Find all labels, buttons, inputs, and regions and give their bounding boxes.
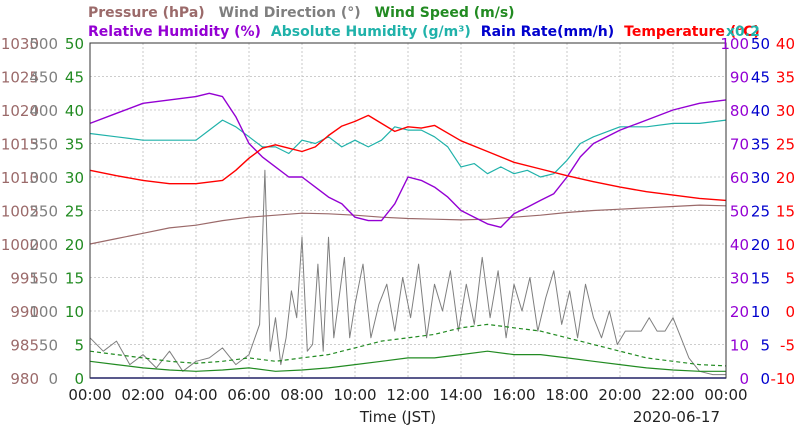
y-tick-wind-speed: 20 — [65, 236, 84, 254]
y-tick-wind-speed: 40 — [65, 102, 84, 120]
y-tick-wind-speed: 0 — [74, 370, 84, 388]
x-tick-label: 16:00 — [492, 386, 535, 404]
y-tick-relative-humidity: 60 — [730, 169, 749, 187]
x-tick-label: 18:00 — [545, 386, 588, 404]
y-tick-wind-direction: 450 — [29, 69, 58, 87]
x-tick-label: 08:00 — [280, 386, 323, 404]
y-tick-temperature: 40 — [776, 35, 795, 53]
y-tick-wind-direction: 500 — [29, 35, 58, 53]
y-tick-rain-rate: 40 — [751, 102, 770, 120]
y-tick-relative-humidity: 40 — [730, 236, 749, 254]
y-tick-relative-humidity: 90 — [730, 69, 749, 87]
y-tick-pressure: 1030 — [1, 35, 39, 53]
x-tick-label: 12:00 — [386, 386, 429, 404]
y-tick-relative-humidity: 20 — [730, 303, 749, 321]
axis-labels: 1030102510201015101010051000995990985980… — [1, 35, 795, 404]
y-tick-temperature: -10 — [771, 370, 796, 388]
y-tick-temperature: 10 — [776, 236, 795, 254]
y-tick-relative-humidity: 80 — [730, 102, 749, 120]
legend-temperature: Temperature (°C) — [624, 24, 760, 40]
legend: Pressure (hPa) Wind Direction (°) Wind Spe… — [88, 5, 760, 40]
legend-pressure: Pressure (hPa) — [88, 5, 205, 21]
y-tick-pressure: 1010 — [1, 169, 39, 187]
plot-frame — [89, 42, 727, 379]
relative-humidity-line — [89, 92, 727, 229]
y-tick-pressure: 1020 — [1, 102, 39, 120]
y-tick-wind-direction: 350 — [29, 136, 58, 154]
pressure-line — [89, 204, 727, 245]
x-tick-label: 22:00 — [651, 386, 694, 404]
y-tick-pressure: 1000 — [1, 236, 39, 254]
y-tick-wind-direction: 100 — [29, 303, 58, 321]
y-tick-rain-rate: 0 — [760, 370, 770, 388]
y-tick-temperature: 25 — [776, 136, 795, 154]
y-tick-relative-humidity: 50 — [730, 203, 749, 221]
x-tick-label: 20:00 — [598, 386, 641, 404]
y-tick-wind-direction: 0 — [48, 370, 58, 388]
y-tick-wind-direction: 250 — [29, 203, 58, 221]
y-tick-temperature: 20 — [776, 169, 795, 187]
y-tick-pressure: 1015 — [1, 136, 39, 154]
y-tick-temperature: -5 — [780, 337, 795, 355]
y-tick-temperature: 5 — [785, 270, 795, 288]
x-axis-label: Time (JST) — [359, 408, 436, 426]
y-tick-pressure: 985 — [10, 337, 39, 355]
y-tick-wind-speed: 10 — [65, 303, 84, 321]
y-tick-wind-speed: 50 — [65, 35, 84, 53]
y-tick-rain-rate: 20 — [751, 236, 770, 254]
y-tick-rain-rate: 35 — [751, 136, 770, 154]
y-tick-wind-speed: 25 — [65, 203, 84, 221]
legend-wind-direction: Wind Direction (°) — [219, 5, 361, 21]
y-tick-rain-rate: 15 — [751, 270, 770, 288]
y-tick-wind-direction: 150 — [29, 270, 58, 288]
y-tick-wind-speed: 15 — [65, 270, 84, 288]
y-tick-rain-rate: 30 — [751, 169, 770, 187]
y-tick-rain-rate: 10 — [751, 303, 770, 321]
y-tick-pressure: 1005 — [1, 203, 39, 221]
y-tick-relative-humidity: 0 — [739, 370, 749, 388]
y-tick-wind-direction: 50 — [39, 337, 58, 355]
y-tick-wind-direction: 200 — [29, 236, 58, 254]
y-tick-wind-speed: 35 — [65, 136, 84, 154]
y-tick-pressure: 1025 — [1, 69, 39, 87]
x-tick-label: 02:00 — [121, 386, 164, 404]
legend-rain-rate: Rain Rate(mm/h) — [481, 24, 614, 40]
y-tick-temperature: 35 — [776, 69, 795, 87]
x-tick-label: 00:00 — [704, 386, 747, 404]
y-tick-wind-direction: 300 — [29, 169, 58, 187]
y-tick-relative-humidity: 100 — [720, 35, 749, 53]
y-tick-rain-rate: 5 — [760, 337, 770, 355]
x-tick-label: 10:00 — [333, 386, 376, 404]
legend-absolute-humidity: Absolute Humidity (g/m³) — [271, 24, 471, 40]
y-tick-pressure: 980 — [10, 370, 39, 388]
y-tick-wind-speed: 5 — [74, 337, 84, 355]
x-tick-label: 06:00 — [227, 386, 270, 404]
y-tick-rain-rate: 25 — [751, 203, 770, 221]
y-tick-rain-rate: 45 — [751, 69, 770, 87]
y-tick-wind-speed: 45 — [65, 69, 84, 87]
x-tick-label: 14:00 — [439, 386, 482, 404]
y-tick-temperature: 0 — [785, 303, 795, 321]
y-tick-pressure: 990 — [10, 303, 39, 321]
y-tick-wind-direction: 400 — [29, 102, 58, 120]
wind-speed-line — [89, 350, 726, 372]
y-tick-temperature: 15 — [776, 203, 795, 221]
wind-gust-line — [89, 323, 727, 367]
y-tick-rain-rate: 50 — [751, 35, 770, 53]
temperature-line — [89, 114, 727, 202]
x-tick-label: 04:00 — [174, 386, 217, 404]
y-tick-relative-humidity: 70 — [730, 136, 749, 154]
wind-direction-line — [89, 169, 726, 376]
abs-humidity-scale-label: x0.2 — [726, 24, 760, 40]
x-tick-label: 00:00 — [68, 386, 111, 404]
y-tick-pressure: 995 — [10, 270, 39, 288]
legend-relative-humidity: Relative Humidity (%) — [88, 24, 261, 40]
date-label: 2020-06-17 — [633, 408, 720, 426]
y-tick-wind-speed: 30 — [65, 169, 84, 187]
y-tick-temperature: 30 — [776, 102, 795, 120]
legend-wind-speed: Wind Speed (m/s) — [375, 5, 515, 21]
y-tick-relative-humidity: 10 — [730, 337, 749, 355]
y-tick-relative-humidity: 30 — [730, 270, 749, 288]
